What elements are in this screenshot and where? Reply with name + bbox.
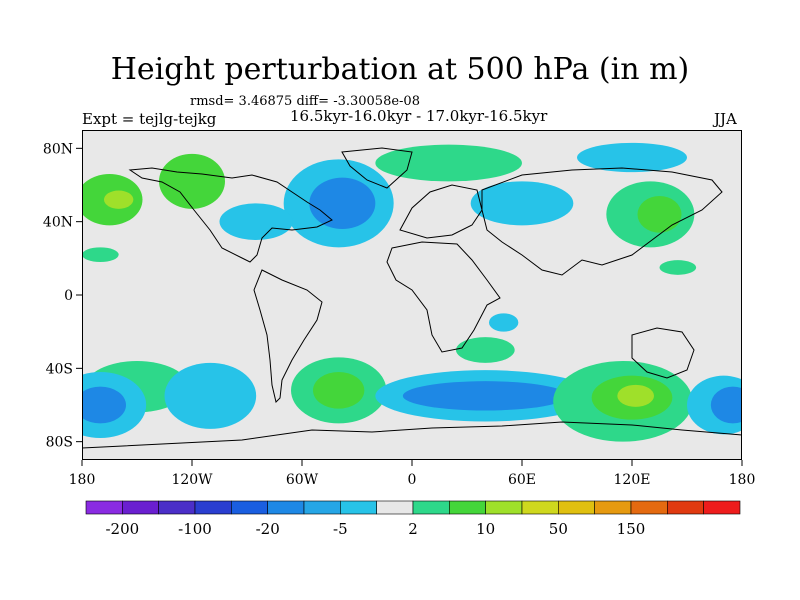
contour-fill-6 [470, 181, 574, 226]
coastline-africa [386, 241, 501, 353]
contour-fill-25 [489, 313, 519, 332]
colorbar-label: -200 [105, 520, 139, 538]
contour-fill-18 [402, 381, 568, 411]
contour-fill-27 [82, 247, 119, 262]
contour-fill-21 [617, 384, 655, 407]
coastline-greenland [341, 147, 413, 189]
map-plot [82, 130, 742, 460]
contour-fill-4 [309, 177, 376, 229]
colorbar-label: 50 [549, 520, 568, 538]
experiment-label: Expt = tejlg-tejkg [82, 110, 217, 128]
map-panel [82, 130, 742, 460]
colorbar-box [85, 500, 123, 515]
contour-fill-24 [456, 337, 515, 363]
colorbar-box [122, 500, 159, 515]
coastline-south-america [253, 269, 323, 403]
colorbar-box [630, 500, 668, 515]
colorbar-box [521, 500, 559, 515]
colorbar-box [449, 500, 486, 515]
colorbar-label: 2 [408, 520, 418, 538]
coastline-europe [399, 184, 483, 239]
stats-text: rmsd= 3.46875 diff= -3.30058e-08 [190, 94, 420, 109]
page-title: Height perturbation at 500 hPa (in m) [110, 52, 690, 87]
colorbar-box [303, 500, 341, 515]
colorbar-box [267, 500, 305, 515]
colorbar-box [231, 500, 268, 515]
coastline-north-america [128, 167, 333, 263]
colorbar-box [485, 500, 523, 515]
colorbar-label: 10 [476, 520, 495, 538]
contour-fill-13 [82, 386, 126, 424]
season-label: JJA [714, 110, 737, 128]
contour-fill-23 [710, 386, 742, 424]
contour-fill-1 [104, 190, 134, 209]
contour-fill-26 [659, 260, 697, 275]
contour-fills [82, 142, 742, 442]
colorbar-label: 150 [617, 520, 646, 538]
colorbar-box [340, 500, 377, 515]
contour-fill-8 [637, 196, 682, 233]
colorbar-box [194, 500, 232, 515]
subtitle: 16.5kyr-16.0kyr - 17.0kyr-16.5kyr [290, 107, 548, 125]
colorbar-boxes [85, 500, 741, 515]
contour-fill-14 [164, 362, 257, 429]
coastline-asia [481, 167, 723, 276]
coastline-australia [631, 327, 695, 379]
colorbar-label: -100 [178, 520, 212, 538]
colorbar-box [594, 500, 632, 515]
colorbar-box [412, 500, 450, 515]
colorbar-box [558, 500, 595, 515]
colorbar-box [667, 500, 704, 515]
colorbar-box [703, 500, 741, 515]
contour-fill-16 [313, 372, 365, 409]
colorbar-label: -5 [333, 520, 348, 538]
coastlines [82, 147, 742, 449]
colorbar-box [158, 500, 196, 515]
map-frame [82, 130, 742, 460]
contour-fill-10 [577, 142, 687, 173]
colorbar-labels: -200 -100 -20 -5 2 10 50 150 [105, 520, 645, 538]
contour-fill-5 [219, 203, 293, 240]
contour-fill-2 [159, 153, 225, 209]
colorbar-box [376, 500, 414, 515]
colorbar-label: -20 [256, 520, 280, 538]
coastline-antarctica [82, 421, 742, 449]
